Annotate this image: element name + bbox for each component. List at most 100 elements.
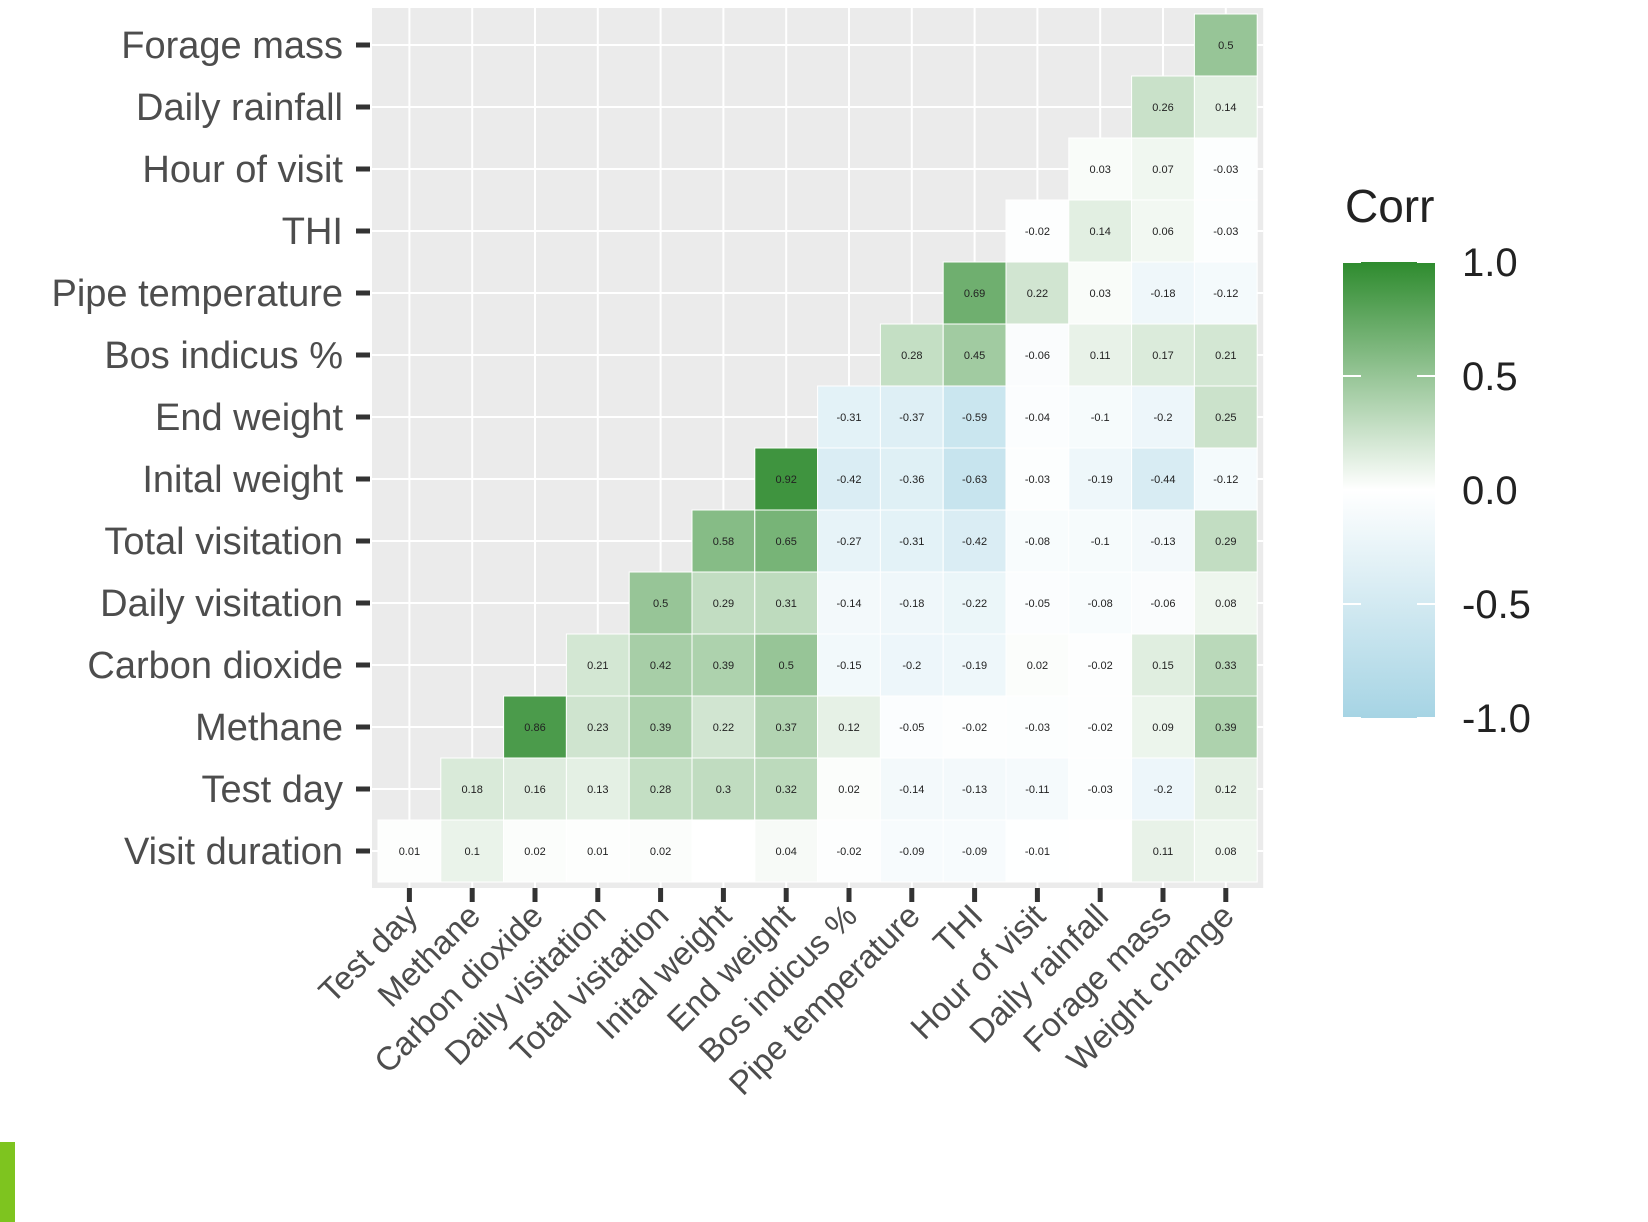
y-tick-label: Daily visitation [100,583,343,625]
cell-value-label: -0.02 [962,722,987,734]
cell-value-label: -0.13 [962,784,987,796]
cell-value-label: -0.13 [1150,536,1175,548]
cell-value-label: -0.06 [1025,350,1050,362]
cell-value-label: 0.04 [775,846,796,858]
heatmap-cell [942,261,1007,325]
cell-value-label: 0.11 [1090,350,1111,362]
cell-value-label: 0.12 [838,722,859,734]
heatmap-cell [942,323,1007,387]
heatmap-cell [440,757,505,821]
y-tick-label: Bos indicus % [104,335,343,377]
cell-value-label: -0.31 [899,536,924,548]
cell-value-label: 0.08 [1215,598,1236,610]
heatmap-cell [1193,571,1258,635]
heatmap-cell [1193,13,1258,77]
heatmap-cell [1005,323,1070,387]
cell-value-label: 0.01 [587,846,608,858]
cell-value-label: 0.29 [713,598,734,610]
heatmap-cell [1131,261,1195,325]
cell-value-label: 0.39 [713,660,734,672]
legend-tick-label: 0.0 [1462,469,1518,513]
heatmap-cell [754,695,819,759]
accent-bar [0,1142,15,1222]
heatmap-cell [817,447,881,511]
heatmap-cell [879,571,944,635]
cell-value-label: 0.12 [1215,784,1236,796]
heatmap-cell [628,695,693,759]
cell-value-label: 0.58 [713,536,734,548]
cell-value-label: -0.08 [1088,598,1113,610]
cell-value-label: 0.18 [461,784,482,796]
legend-tick-label: -0.5 [1462,583,1531,627]
cell-value-label: 0.06 [1152,226,1173,238]
heatmap-cell [879,385,944,449]
heatmap-cell [942,509,1007,573]
cell-value-label: -0.14 [899,784,924,796]
cell-value-label: 0.28 [650,784,671,796]
y-tick-label: Daily rainfall [136,87,343,129]
cell-value-label: -0.18 [899,598,924,610]
legend-tick-label: 0.5 [1462,355,1518,399]
cell-value-label: 0.13 [587,784,608,796]
cell-value-label: 0.45 [964,350,985,362]
heatmap-cell [879,819,944,883]
cell-value-label: 0.22 [1027,288,1048,300]
y-tick-label: Visit duration [124,831,343,873]
heatmap-cell [1068,695,1133,759]
cell-value-label: -0.02 [1025,226,1050,238]
cell-value-label: 0.31 [775,598,796,610]
heatmap-cell [1005,571,1070,635]
cell-value-label: -0.2 [1154,412,1173,424]
cell-value-label: 0.17 [1152,350,1173,362]
cell-value-label: -0.02 [836,846,861,858]
heatmap-cell [1005,199,1070,263]
heatmap-cell [1193,75,1258,139]
cell-value-label: -0.42 [962,536,987,548]
cell-value-label: 0.02 [1027,660,1048,672]
cell-value-label: 0.86 [524,722,545,734]
cell-value-label: -0.19 [962,660,987,672]
heatmap-cell [1068,385,1133,449]
heatmap-cell [377,819,442,883]
y-tick-label: Test day [201,769,343,811]
cell-value-label: 0.03 [1089,164,1110,176]
heatmap-cell [754,633,819,697]
heatmap-cell [1005,633,1070,697]
cell-value-label: 0.22 [713,722,734,734]
heatmap-cell [879,695,944,759]
heatmap-cell [1068,757,1133,821]
cell-value-label: -0.15 [836,660,861,672]
legend-tick-label: -1.0 [1462,697,1531,741]
y-tick-label: Hour of visit [142,149,343,191]
heatmap-cell [1131,75,1195,139]
heatmap-cell [817,509,881,573]
cell-value-label: 0.21 [1215,350,1236,362]
cell-value-label: 0.42 [650,660,671,672]
heatmap-cell [817,633,881,697]
heatmap-cell [628,757,693,821]
heatmap-cell [1193,137,1258,201]
cell-value-label: 0.02 [650,846,671,858]
cell-value-label: 0.14 [1215,102,1236,114]
y-tick-label: End weight [155,397,343,439]
heatmap-cell [942,695,1007,759]
cell-value-label: -0.27 [836,536,861,548]
y-tick-label: THI [282,211,343,253]
y-tick-label: Carbon dioxide [87,645,343,687]
cell-value-label: -0.14 [836,598,861,610]
cell-value-label: 0.32 [775,784,796,796]
cell-value-label: 0.92 [775,474,796,486]
heatmap-cell [1131,695,1195,759]
cell-value-label: -0.22 [962,598,987,610]
legend-ticks: 1.0 0.5 0.0 -0.5 -1.0 [1343,241,1531,741]
cell-value-label: 0.15 [1152,660,1173,672]
cell-value-label: 0.3 [716,784,731,796]
heatmap-cell [1068,199,1133,263]
cell-value-label: -0.2 [902,660,921,672]
cell-value-label: -0.08 [1025,536,1050,548]
heatmap-cell [1193,819,1258,883]
heatmap-cell [691,819,756,883]
cell-value-label: 0.65 [775,536,796,548]
